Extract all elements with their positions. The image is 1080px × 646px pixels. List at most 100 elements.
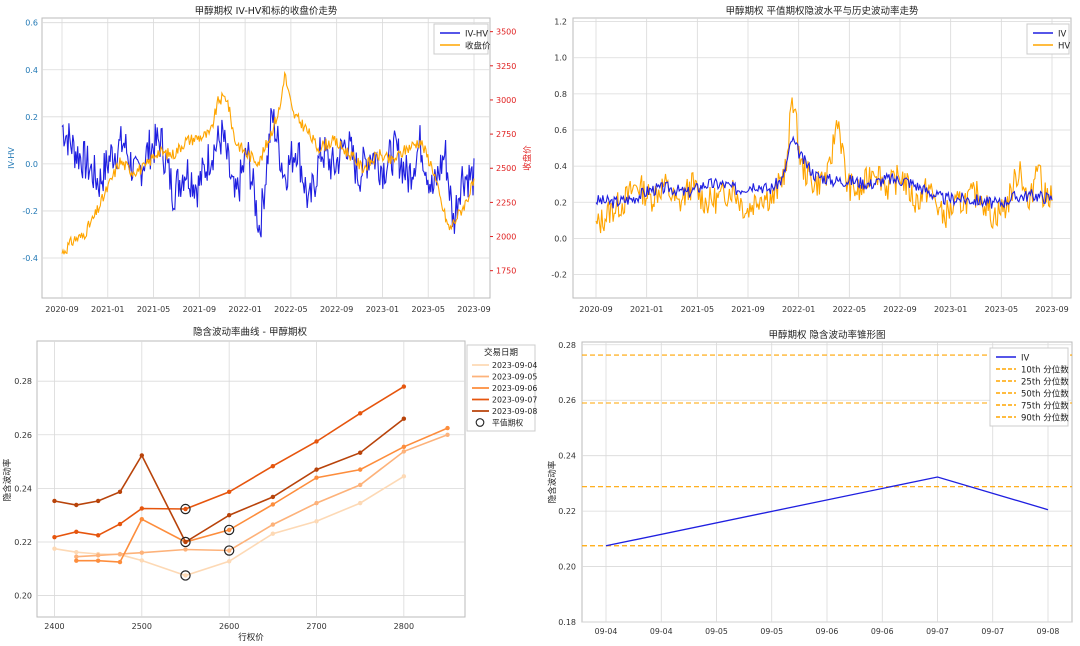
y-tick-label: 0.6 xyxy=(554,126,567,135)
legend-label: IV xyxy=(1058,30,1067,40)
y-tick-label: 0.28 xyxy=(14,377,32,386)
smile-point xyxy=(95,498,101,504)
atm-marker xyxy=(223,545,235,556)
legend-label: 10th 分位数 xyxy=(1021,365,1069,376)
x-tick-label: 2022-09 xyxy=(320,305,353,314)
smile-point xyxy=(270,463,276,469)
smile-point xyxy=(74,549,79,555)
legend-label: 50th 分位数 xyxy=(1021,389,1069,400)
smile-point xyxy=(314,519,319,524)
chart-title: 甲醇期权 平值期权隐波水平与历史波动率走势 xyxy=(725,5,919,17)
legend-label: 75th 分位数 xyxy=(1021,401,1069,412)
y-tick-label: 0.4 xyxy=(25,66,38,75)
x-tick-label: 09-08 xyxy=(1037,627,1060,636)
smile-point xyxy=(139,453,145,458)
smile-point xyxy=(226,527,232,533)
atm-marker xyxy=(180,536,191,548)
y2-tick-label: 1750 xyxy=(496,267,516,276)
x-tick-label: 2021-09 xyxy=(731,305,764,314)
smile-point xyxy=(357,500,363,506)
smile-point xyxy=(95,558,101,563)
smile-point xyxy=(95,533,101,538)
legend-label: IV-HV xyxy=(465,30,488,40)
series-ivhv-line xyxy=(61,108,475,238)
x-tick-label: 09-04 xyxy=(650,627,673,636)
y-tick-label: 0.4 xyxy=(554,162,567,171)
smile-point xyxy=(74,558,79,563)
x-tick-label: 2800 xyxy=(394,622,414,631)
legend-cone xyxy=(989,347,1069,427)
smile-point xyxy=(357,482,363,488)
x-tick-label: 2022-05 xyxy=(833,305,866,314)
y-tick-label: 0.2 xyxy=(554,198,567,207)
legend-label: HV xyxy=(1058,42,1070,52)
smile-point xyxy=(357,450,363,455)
y-tick-label: -0.2 xyxy=(551,271,567,280)
legend-ivhv xyxy=(433,23,489,55)
legend-label: 2023-09-05 xyxy=(492,373,537,382)
y2-tick-label: 2500 xyxy=(496,164,516,173)
y-tick-label: 0.6 xyxy=(25,19,38,28)
x-tick-label: 2022-05 xyxy=(274,305,307,314)
x-tick-label: 2021-05 xyxy=(137,305,170,314)
legend-label: 2023-09-06 xyxy=(492,384,537,393)
series-price-line xyxy=(61,70,475,255)
legend-iv-hv xyxy=(1026,23,1070,55)
smile-point xyxy=(183,573,188,578)
smile-point xyxy=(52,534,57,540)
legend-label: 收盘价 xyxy=(465,41,491,52)
atm-marker xyxy=(180,570,191,581)
ivhvtrend-frame xyxy=(572,17,1072,299)
legend-label: 2023-09-04 xyxy=(492,361,537,370)
x-tick-label: 2020-09 xyxy=(45,305,78,314)
smile-point xyxy=(95,553,101,558)
y2-tick-label: 2750 xyxy=(496,130,516,139)
chart-iv-hv: 甲醇期权 平值期权隐波水平与历史波动率走势 2020-09 2021-01 2021-… xyxy=(551,5,1072,314)
legend-label: 90th 分位数 xyxy=(1021,413,1069,424)
smile-point xyxy=(139,558,145,563)
series-iv-line xyxy=(595,135,1053,209)
chart-title: 隐含波动率曲线 - 甲醇期权 xyxy=(193,326,307,338)
series-hv-line xyxy=(595,97,1053,234)
y-tick-label: 0.0 xyxy=(25,160,38,169)
x-tick-label: 09-06 xyxy=(816,627,839,636)
y-tick-label: 0.22 xyxy=(14,538,32,547)
legend-label: 2023-09-08 xyxy=(492,407,537,416)
x-tick-label: 2020-09 xyxy=(579,305,612,314)
smile-point xyxy=(357,411,363,416)
smile-point xyxy=(139,516,145,522)
y2-tick-label: 2000 xyxy=(496,233,516,242)
atm-marker xyxy=(180,503,191,515)
y-axis-label: IV-HV xyxy=(7,147,16,169)
x-tick-label: 09-07 xyxy=(981,627,1004,636)
y-tick-label: 0.24 xyxy=(558,452,576,461)
x-tick-label: 2023-01 xyxy=(366,305,399,314)
x-tick-label: 09-05 xyxy=(705,627,728,636)
smile-point xyxy=(401,384,407,389)
x-tick-label: 2400 xyxy=(44,622,64,631)
y-tick-label: 0.18 xyxy=(558,618,576,627)
y-tick-label: 0.2 xyxy=(25,113,38,122)
x-tick-label: 2022-01 xyxy=(782,305,815,314)
y-tick-label: 0.28 xyxy=(558,341,576,350)
smile-point xyxy=(401,474,407,479)
x-tick-label: 2023-05 xyxy=(985,305,1018,314)
smile-point xyxy=(117,521,123,527)
ivhv-frame xyxy=(41,17,491,299)
legend-label: 平值期权 xyxy=(492,418,523,428)
x-tick-label: 09-04 xyxy=(595,627,618,636)
y-tick-label: 0.22 xyxy=(558,507,576,516)
x-tick-label: 2700 xyxy=(306,622,326,631)
smile-point xyxy=(314,475,319,480)
y-tick-label: 0.20 xyxy=(14,592,32,601)
smile-point xyxy=(74,554,79,559)
y-tick-label: 1.2 xyxy=(554,18,567,27)
smile-point xyxy=(270,494,276,500)
smile-point xyxy=(52,546,57,551)
chart-cone: 甲醇期权 隐含波动率锥形图 09-04 09-04 09-05 09-05 09-06 09… xyxy=(547,329,1073,636)
legend-label: 2023-09-07 xyxy=(492,396,537,405)
x-tick-label: 2023-01 xyxy=(934,305,967,314)
smile-point xyxy=(401,444,407,450)
smile-point xyxy=(139,506,145,511)
x-tick-label: 09-05 xyxy=(760,627,783,636)
